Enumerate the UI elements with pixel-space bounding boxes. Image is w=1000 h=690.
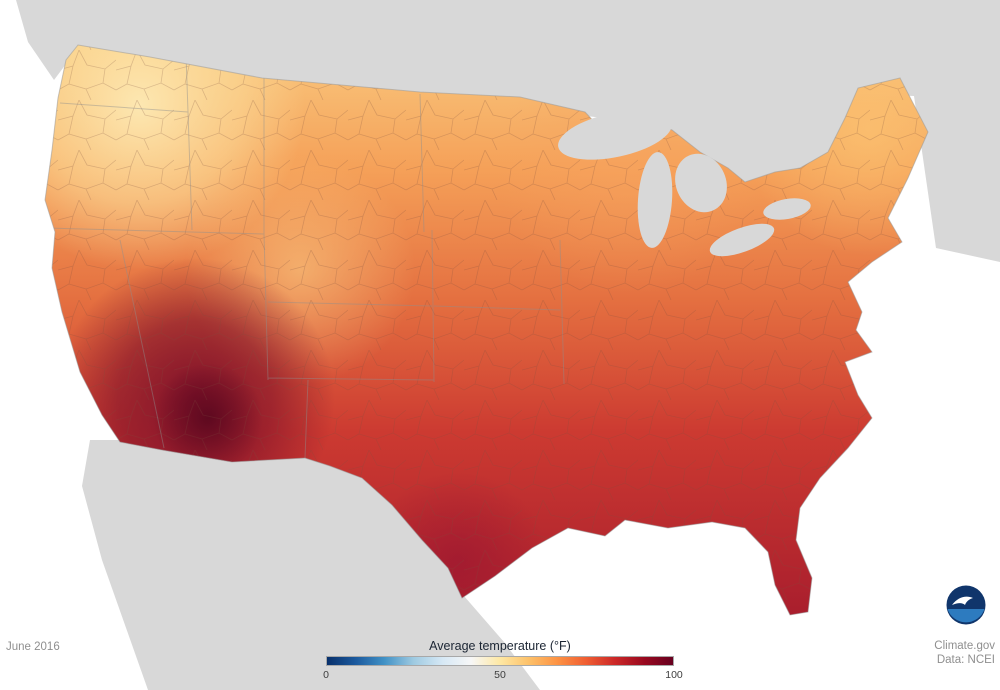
colorbar-title: Average temperature (°F): [429, 639, 571, 653]
us-outline: [44, 44, 929, 616]
mexico-landmass: [82, 440, 540, 690]
colorbar-tick-100: 100: [665, 669, 683, 681]
colorbar-tick-0: 0: [323, 669, 329, 681]
colorbar-gradient: [326, 656, 674, 666]
date-label: June 2016: [6, 641, 60, 653]
credit-site: Climate.gov: [934, 640, 995, 652]
credit-source: Data: NCEI: [936, 654, 995, 667]
great-lakes: [558, 110, 811, 257]
colorbar-legend: Average temperature (°F) 0 50 100: [0, 639, 1000, 681]
credit-block: Climate.gov Data: NCEI: [934, 639, 995, 668]
canada-landmass: [16, 0, 1000, 262]
state-borders: [45, 53, 565, 459]
colorbar: 0 50 100: [323, 656, 683, 681]
noaa-logo-icon: [946, 585, 986, 625]
colorbar-tick-50: 50: [494, 669, 506, 681]
